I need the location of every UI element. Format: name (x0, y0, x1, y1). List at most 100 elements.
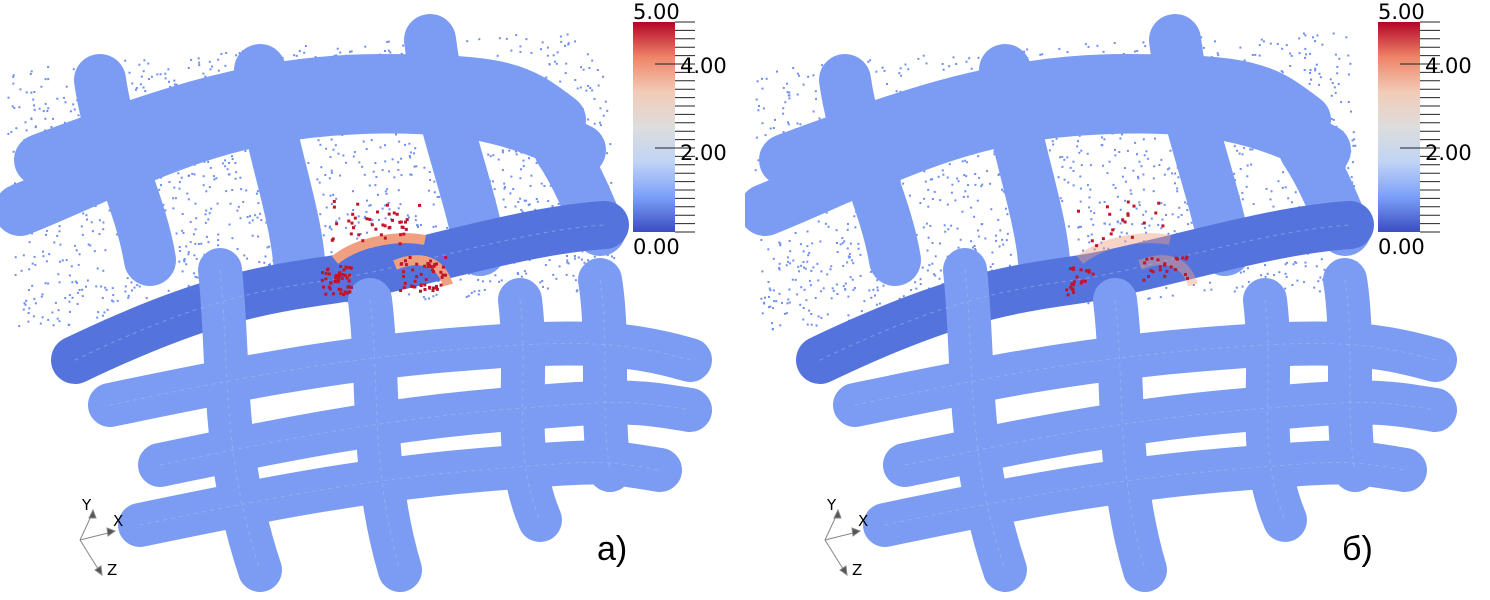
particle (898, 72, 901, 75)
particle (876, 286, 879, 289)
hotspot-particle (383, 224, 387, 228)
particle (869, 59, 872, 62)
particle (58, 230, 61, 233)
particle (927, 236, 930, 239)
particle (61, 259, 64, 262)
particle (30, 118, 33, 121)
particle (1236, 149, 1239, 152)
particle (427, 189, 430, 192)
particle (357, 215, 360, 218)
particle (830, 265, 833, 268)
fiber-texture (1114, 299, 1146, 571)
particle (498, 37, 501, 40)
particle (207, 218, 210, 221)
particle (815, 324, 818, 327)
particle (1178, 206, 1181, 209)
particle (416, 224, 418, 227)
particle (1330, 94, 1333, 97)
hotspot-particle (365, 217, 369, 221)
particle (844, 282, 847, 285)
particle (332, 193, 335, 196)
particle (802, 261, 805, 263)
particle (809, 284, 812, 287)
particle (52, 324, 55, 327)
fiber-texture (1264, 299, 1286, 521)
particle (551, 205, 554, 207)
particle (785, 312, 788, 315)
particle (841, 242, 844, 245)
hotspot-particle (431, 289, 435, 293)
particle (999, 229, 1002, 232)
particle (22, 254, 25, 257)
particle (350, 50, 353, 53)
particle (961, 160, 964, 163)
particle (812, 110, 815, 113)
particle (131, 289, 133, 292)
particle (135, 87, 138, 89)
particle (1260, 38, 1263, 41)
particle (504, 206, 507, 209)
particle (565, 273, 568, 276)
particle (393, 176, 396, 179)
particle (1260, 274, 1263, 277)
particle (1264, 264, 1266, 267)
particle (1039, 53, 1042, 56)
particle (72, 68, 75, 71)
hotspot-particle (402, 270, 405, 274)
particle (1087, 235, 1090, 238)
particle (138, 63, 141, 66)
particle (502, 198, 505, 201)
particle (565, 62, 568, 65)
particle (489, 155, 492, 158)
particle (298, 50, 301, 52)
particle (42, 255, 45, 258)
particle (364, 45, 367, 48)
particle (140, 75, 143, 78)
axis-z-arrow-icon (839, 565, 848, 577)
particle (217, 58, 220, 61)
particle (47, 318, 50, 321)
colorbar-ramp (633, 22, 675, 232)
particle (817, 315, 820, 318)
particle (112, 294, 115, 296)
hotspot-particle (1084, 269, 1088, 273)
particle (57, 273, 60, 276)
particle (162, 203, 165, 206)
particle (68, 294, 71, 297)
hotspot-particle (1126, 212, 1130, 216)
particle (193, 173, 196, 176)
particle (927, 188, 930, 191)
colorbar (1378, 21, 1440, 233)
particle (783, 312, 786, 315)
hotspot-particle (400, 225, 404, 229)
particle (203, 160, 206, 163)
particle (366, 199, 368, 202)
particle (12, 74, 15, 77)
particle (258, 261, 261, 263)
hotspot-particle (439, 283, 443, 287)
hotspot-particle (413, 285, 416, 289)
particle (826, 313, 829, 316)
particle (991, 251, 994, 254)
particle (76, 303, 79, 305)
particle (805, 299, 808, 302)
particle (915, 233, 918, 236)
particle (1337, 83, 1340, 86)
hotspot-particle (395, 212, 399, 216)
hotspot-particle (337, 272, 341, 276)
hotspot-particle (404, 259, 407, 263)
particle (41, 316, 44, 319)
particle (330, 138, 333, 141)
particle (131, 82, 134, 85)
particle (520, 168, 522, 171)
particle (772, 257, 775, 260)
particle (1304, 47, 1307, 50)
particle (14, 256, 17, 259)
particle (522, 159, 525, 162)
particle (210, 207, 213, 210)
particle (870, 296, 873, 299)
particle (1006, 232, 1009, 235)
particle (974, 248, 977, 250)
particle (432, 203, 435, 206)
particle (20, 269, 23, 272)
